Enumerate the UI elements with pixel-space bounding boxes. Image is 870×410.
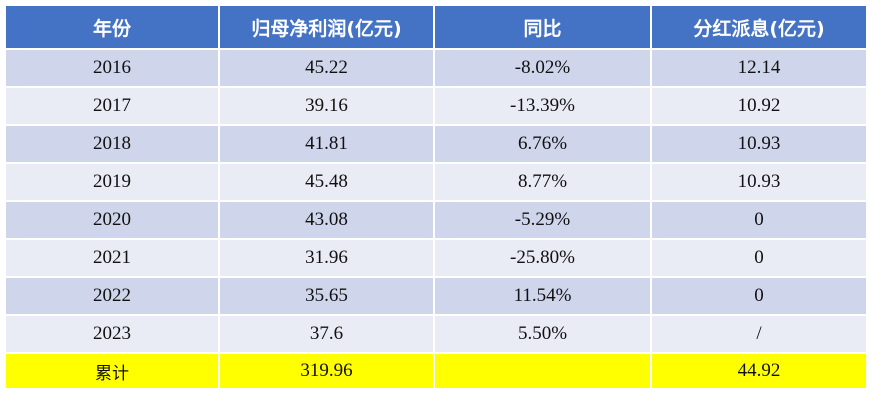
table-cell: -13.39% <box>433 86 652 126</box>
table-cell: 10.92 <box>650 86 868 126</box>
table-cell: 6.76% <box>433 124 652 164</box>
table-cell: 0 <box>650 200 868 240</box>
table-cell: -8.02% <box>433 48 652 88</box>
total-label: 累计 <box>4 352 220 390</box>
table-cell: 2023 <box>4 314 220 354</box>
table-cell: 2018 <box>4 124 220 164</box>
table-row: 2021 31.96 -25.80% 0 <box>4 238 868 278</box>
table-row: 2019 45.48 8.77% 10.93 <box>4 162 868 202</box>
table-cell: 2017 <box>4 86 220 126</box>
table-cell: 2020 <box>4 200 220 240</box>
table-cell: 31.96 <box>218 238 435 278</box>
table-cell: 11.54% <box>433 276 652 316</box>
table-cell: 5.50% <box>433 314 652 354</box>
table-cell: 0 <box>650 238 868 278</box>
table-row: 2023 37.6 5.50% / <box>4 314 868 354</box>
table-cell: 12.14 <box>650 48 868 88</box>
table-row: 2020 43.08 -5.29% 0 <box>4 200 868 240</box>
table-cell: -25.80% <box>433 238 652 278</box>
table-cell: 41.81 <box>218 124 435 164</box>
total-row: 累计 319.96 44.92 <box>4 352 868 390</box>
header-cell: 分红派息(亿元) <box>650 4 868 50</box>
table-cell: 45.48 <box>218 162 435 202</box>
table-cell: 2021 <box>4 238 220 278</box>
header-cell: 归母净利润(亿元) <box>218 4 435 50</box>
table-cell: 2019 <box>4 162 220 202</box>
total-profit: 319.96 <box>218 352 435 390</box>
table-cell: 37.6 <box>218 314 435 354</box>
table-cell: 39.16 <box>218 86 435 126</box>
table-cell: 2022 <box>4 276 220 316</box>
table-cell: 2016 <box>4 48 220 88</box>
table-row: 2016 45.22 -8.02% 12.14 <box>4 48 868 88</box>
total-dividend: 44.92 <box>650 352 868 390</box>
table-cell: 0 <box>650 276 868 316</box>
header-row: 年份 归母净利润(亿元) 同比 分红派息(亿元) <box>4 4 868 50</box>
table-cell: 45.22 <box>218 48 435 88</box>
table-cell: 10.93 <box>650 162 868 202</box>
table-row: 2018 41.81 6.76% 10.93 <box>4 124 868 164</box>
header-cell: 年份 <box>4 4 220 50</box>
total-empty <box>433 352 652 390</box>
table-cell: 35.65 <box>218 276 435 316</box>
table-cell: 8.77% <box>433 162 652 202</box>
table-cell: -5.29% <box>433 200 652 240</box>
table-cell: 10.93 <box>650 124 868 164</box>
table-row: 2017 39.16 -13.39% 10.92 <box>4 86 868 126</box>
data-table: 年份 归母净利润(亿元) 同比 分红派息(亿元) 2016 45.22 -8.02% 12.… <box>4 4 868 390</box>
table-cell: / <box>650 314 868 354</box>
table-body: 2016 45.22 -8.02% 12.14 2017 39.16 -13.39% 10.9… <box>4 48 868 390</box>
table-row: 2022 35.65 11.54% 0 <box>4 276 868 316</box>
header-cell: 同比 <box>433 4 652 50</box>
table-cell: 43.08 <box>218 200 435 240</box>
